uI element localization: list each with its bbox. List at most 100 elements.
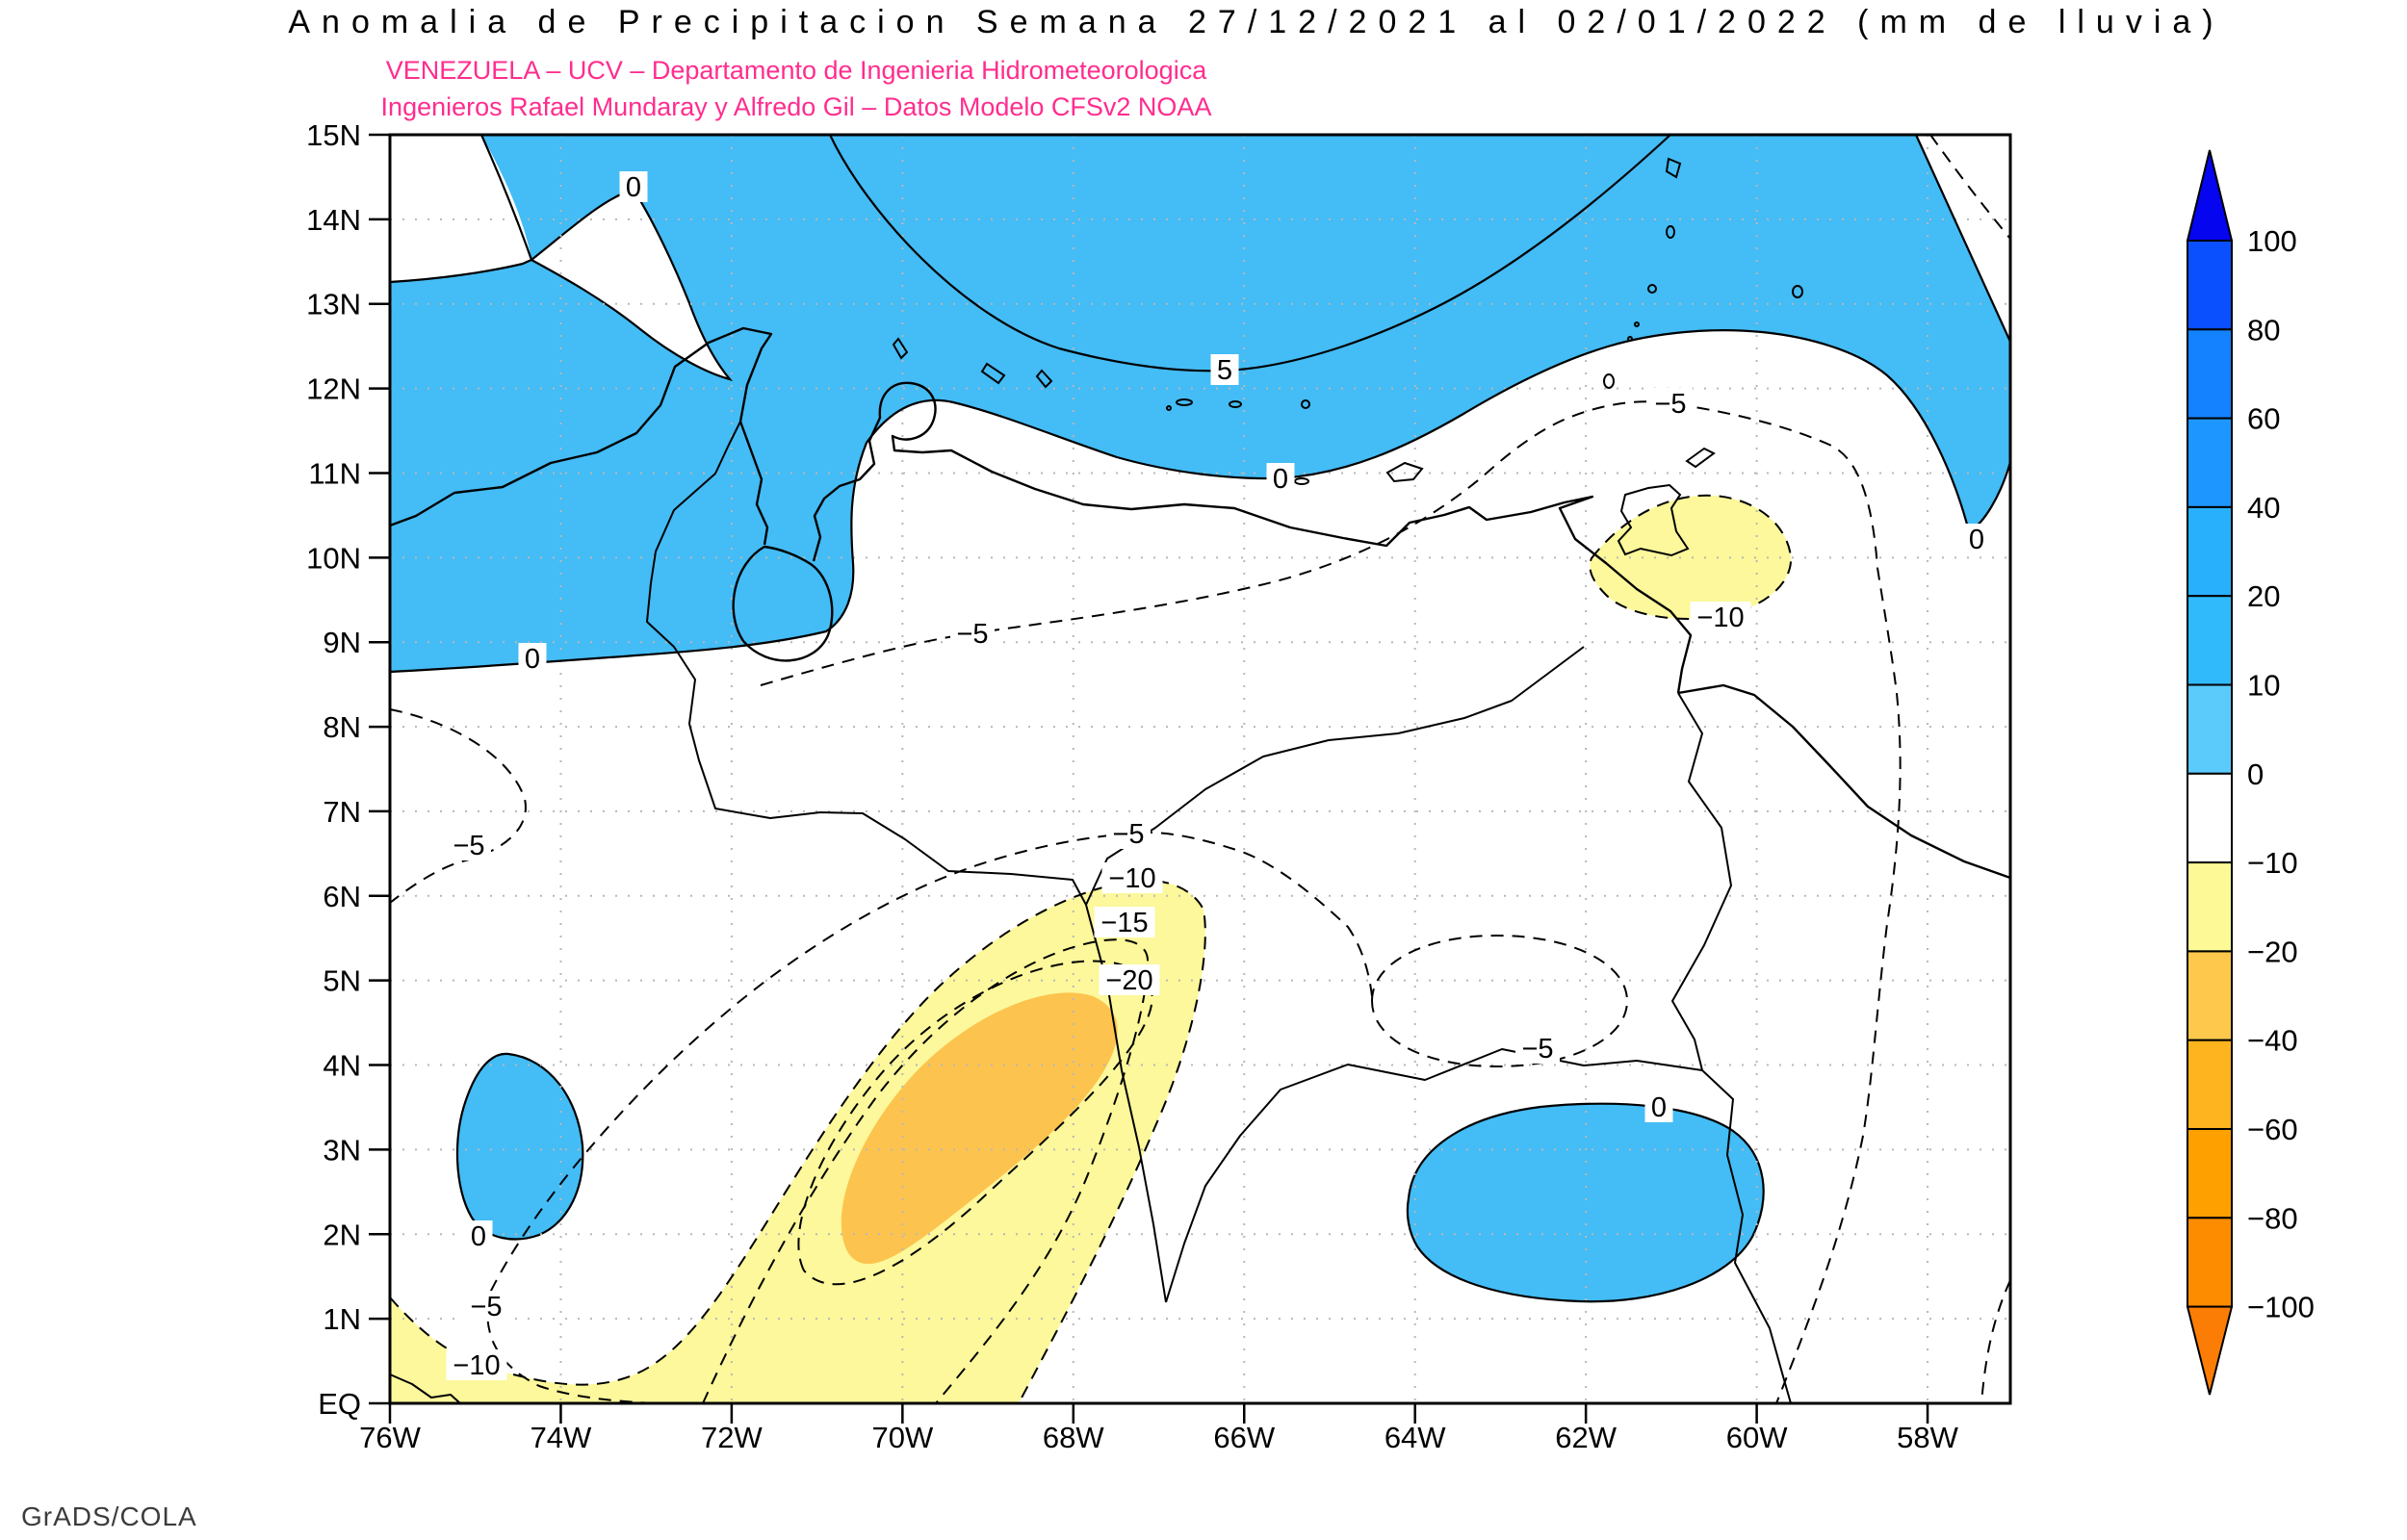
colorbar-segment [2187, 1039, 2233, 1130]
island-outlines [892, 157, 1803, 557]
plot-frame [388, 133, 2012, 1405]
contour-label-mask [1648, 388, 1693, 419]
y-axis-label: 10N [306, 541, 361, 575]
contour-minus5-west-loop [389, 708, 527, 904]
la-orchila-island [1229, 400, 1242, 408]
y-axis-label: 12N [306, 372, 361, 406]
y-axis-label: 8N [323, 710, 361, 744]
contour-label: −10 [453, 1350, 500, 1381]
colorbar-tick-label: −20 [2247, 935, 2298, 968]
los-roques-islands [1176, 398, 1193, 406]
contour-label: −5 [453, 831, 484, 861]
trinidad-island [1617, 483, 1690, 557]
guajira-gulf-coast [738, 421, 769, 546]
x-axis-label: 74W [531, 1421, 592, 1454]
contour-label-mask [1106, 818, 1151, 849]
contour-minus10-band [389, 879, 1206, 1404]
contour-label: 0 [525, 644, 540, 675]
x-axis-label: 64W [1385, 1421, 1446, 1454]
contour-label-mask [464, 1220, 493, 1251]
contour-minus5-closed-oval [1370, 934, 1629, 1068]
martinique-island [1665, 157, 1682, 179]
tobago-island [1685, 447, 1716, 469]
y-axis-label: 7N [323, 795, 361, 829]
y-axis-label: 9N [323, 626, 361, 659]
colorbar-segment [2187, 595, 2233, 686]
contour-label-mask [464, 1291, 508, 1322]
colorbar-segment [2187, 328, 2233, 420]
st-lucia-island [1666, 225, 1675, 239]
contour-zero-patch-top [389, 259, 532, 284]
x-axis-label: 60W [1726, 1421, 1788, 1454]
contour-label: −5 [1521, 1034, 1553, 1065]
los-roques-islet [1166, 405, 1172, 411]
lake-maracaibo [732, 545, 834, 662]
y-axis-label: EQ [318, 1387, 361, 1421]
colorbar-tick-label: 10 [2247, 669, 2280, 703]
contour-label: 0 [626, 172, 641, 203]
contour-label-mask [1644, 1091, 1673, 1122]
contour-label-mask [1094, 907, 1155, 937]
contour-minus15 [702, 938, 1150, 1404]
colorbar-bottom-arrow [2186, 1305, 2234, 1396]
contour-label: −20 [1105, 965, 1152, 996]
aruba-island [892, 337, 909, 360]
positive-anomaly-caribbean-band [390, 135, 2010, 672]
contour-label-mask [1101, 862, 1163, 893]
x-axis-label: 68W [1043, 1421, 1104, 1454]
colorbar-segment [2187, 505, 2233, 598]
contour-label-mask [1099, 964, 1160, 995]
la-tortuga-island [1294, 477, 1309, 485]
contour-label-mask [1515, 1033, 1560, 1064]
colorbar-segment [2187, 240, 2233, 331]
contour-zero-northeast-wedge [1915, 134, 2011, 343]
negative-contour-lines [389, 134, 2011, 1404]
colorbar-segment [2187, 1128, 2233, 1219]
contour-minus5-east [760, 400, 1902, 1404]
x-axis-label: 72W [701, 1421, 763, 1454]
y-axis-label: 14N [306, 203, 361, 237]
colombia-caribbean-coast [389, 326, 773, 527]
colorbar-segment [2187, 683, 2233, 775]
colorbar-tick-label: 20 [2247, 579, 2280, 613]
colorbar-segment [2187, 1217, 2233, 1308]
subtitle-institution: VENEZUELA – UCV – Departamento de Ingeni… [385, 56, 1207, 85]
x-axis-label: 66W [1213, 1421, 1275, 1454]
colorbar-tick-label: 100 [2247, 224, 2297, 258]
contour-zero-lobe [479, 134, 533, 261]
contour-label-mask [1210, 354, 1239, 385]
curacao-island [980, 362, 1006, 385]
positive-anomaly-southeast-oval [1406, 1102, 1765, 1303]
grenadines-islet-2 [1634, 321, 1640, 327]
contour-minus10-trinidad [1589, 494, 1793, 621]
contour-zero-west-boundary [389, 398, 954, 674]
y-axis-label: 5N [323, 964, 361, 998]
x-axis-label: 70W [871, 1421, 933, 1454]
contour-minus5-corner [1980, 1279, 2011, 1404]
grads-cola-watermark: GrADS/COLA [21, 1502, 197, 1531]
colorbar-segment [2187, 772, 2233, 864]
contour-label-mask [950, 618, 995, 649]
negative-anomaly-orange-core [841, 992, 1118, 1265]
contour-label-mask [1962, 524, 1991, 554]
contour-label-mask [619, 171, 648, 202]
venezuela-north-coast [812, 381, 1693, 694]
grenada-island [1603, 373, 1615, 389]
colorbar-tick-label: 60 [2247, 402, 2280, 436]
contour-label: −5 [1654, 389, 1686, 420]
la-blanquilla-island [1301, 399, 1310, 409]
colorbar-tick-label: −10 [2247, 846, 2298, 880]
guyana-brazil-border [1701, 1069, 1792, 1404]
contour-label: 0 [1969, 525, 1984, 555]
contour-label: −5 [956, 619, 988, 650]
southwest-corner-border [389, 1373, 461, 1404]
x-axis-label: 76W [359, 1421, 421, 1454]
negative-anomaly-trinidad-patch [1590, 495, 1792, 620]
contour-label: −5 [1112, 819, 1144, 850]
grenadines-islet-1 [1627, 336, 1633, 342]
contour-label: 0 [471, 1221, 486, 1252]
bonaire-island [1035, 369, 1053, 389]
shaded-anomaly-regions [390, 135, 2010, 1403]
